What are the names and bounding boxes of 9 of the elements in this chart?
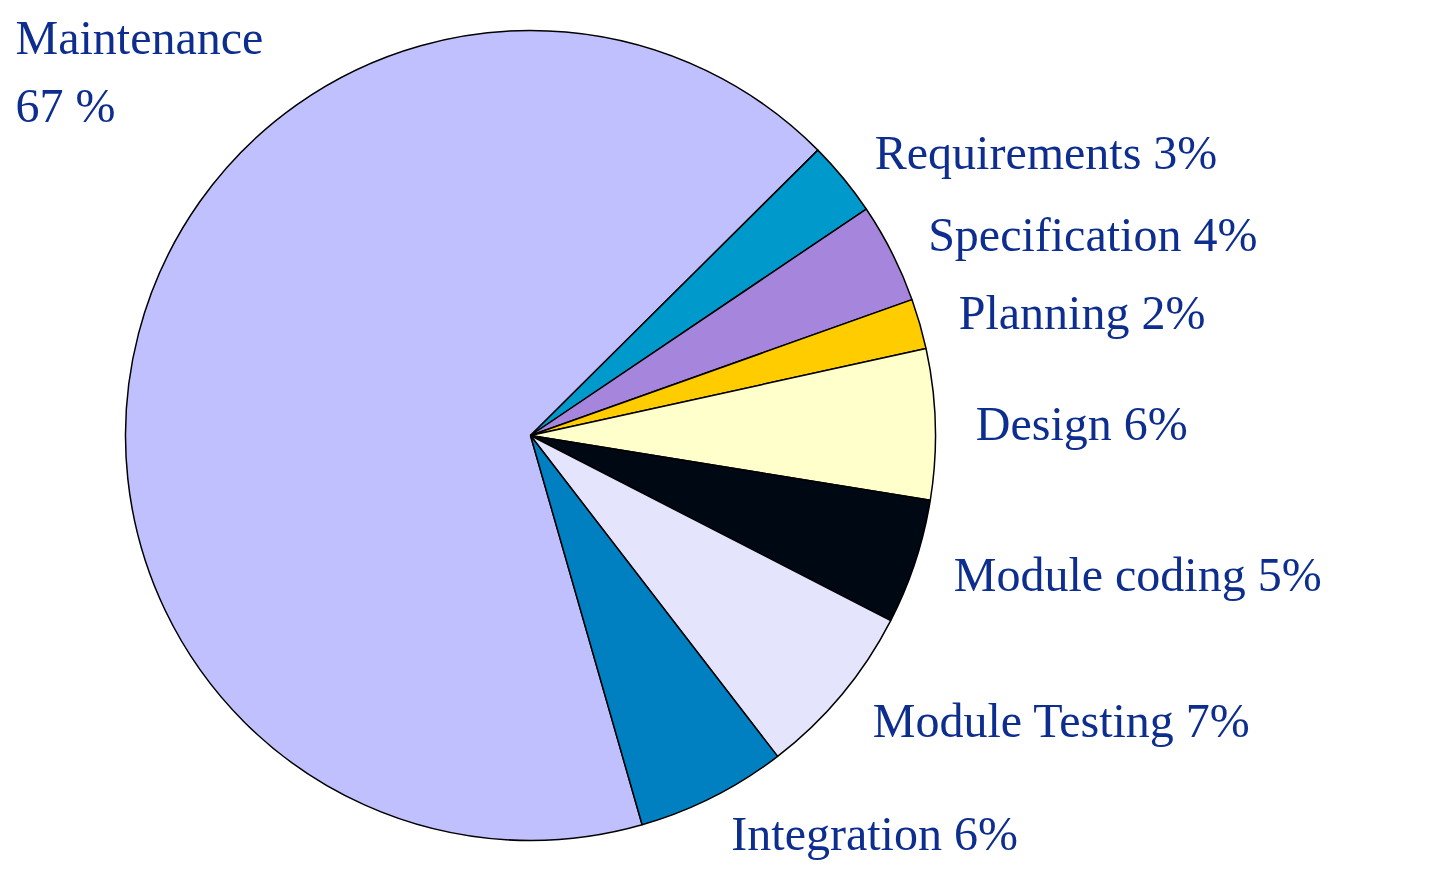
- slice-label: Planning 2%: [958, 286, 1206, 340]
- data-label: 67 %: [15, 79, 116, 133]
- slice-label: Module coding 5%: [953, 548, 1322, 602]
- slice-label: Module Testing 7%: [872, 694, 1250, 748]
- slice-label: Maintenance: [15, 10, 264, 64]
- slice-label: Design 6%: [975, 396, 1188, 450]
- slice-label: Requirements 3%: [874, 126, 1218, 180]
- slice-label: Integration 6%: [731, 806, 1018, 860]
- slice-label: Specification 4%: [928, 208, 1258, 262]
